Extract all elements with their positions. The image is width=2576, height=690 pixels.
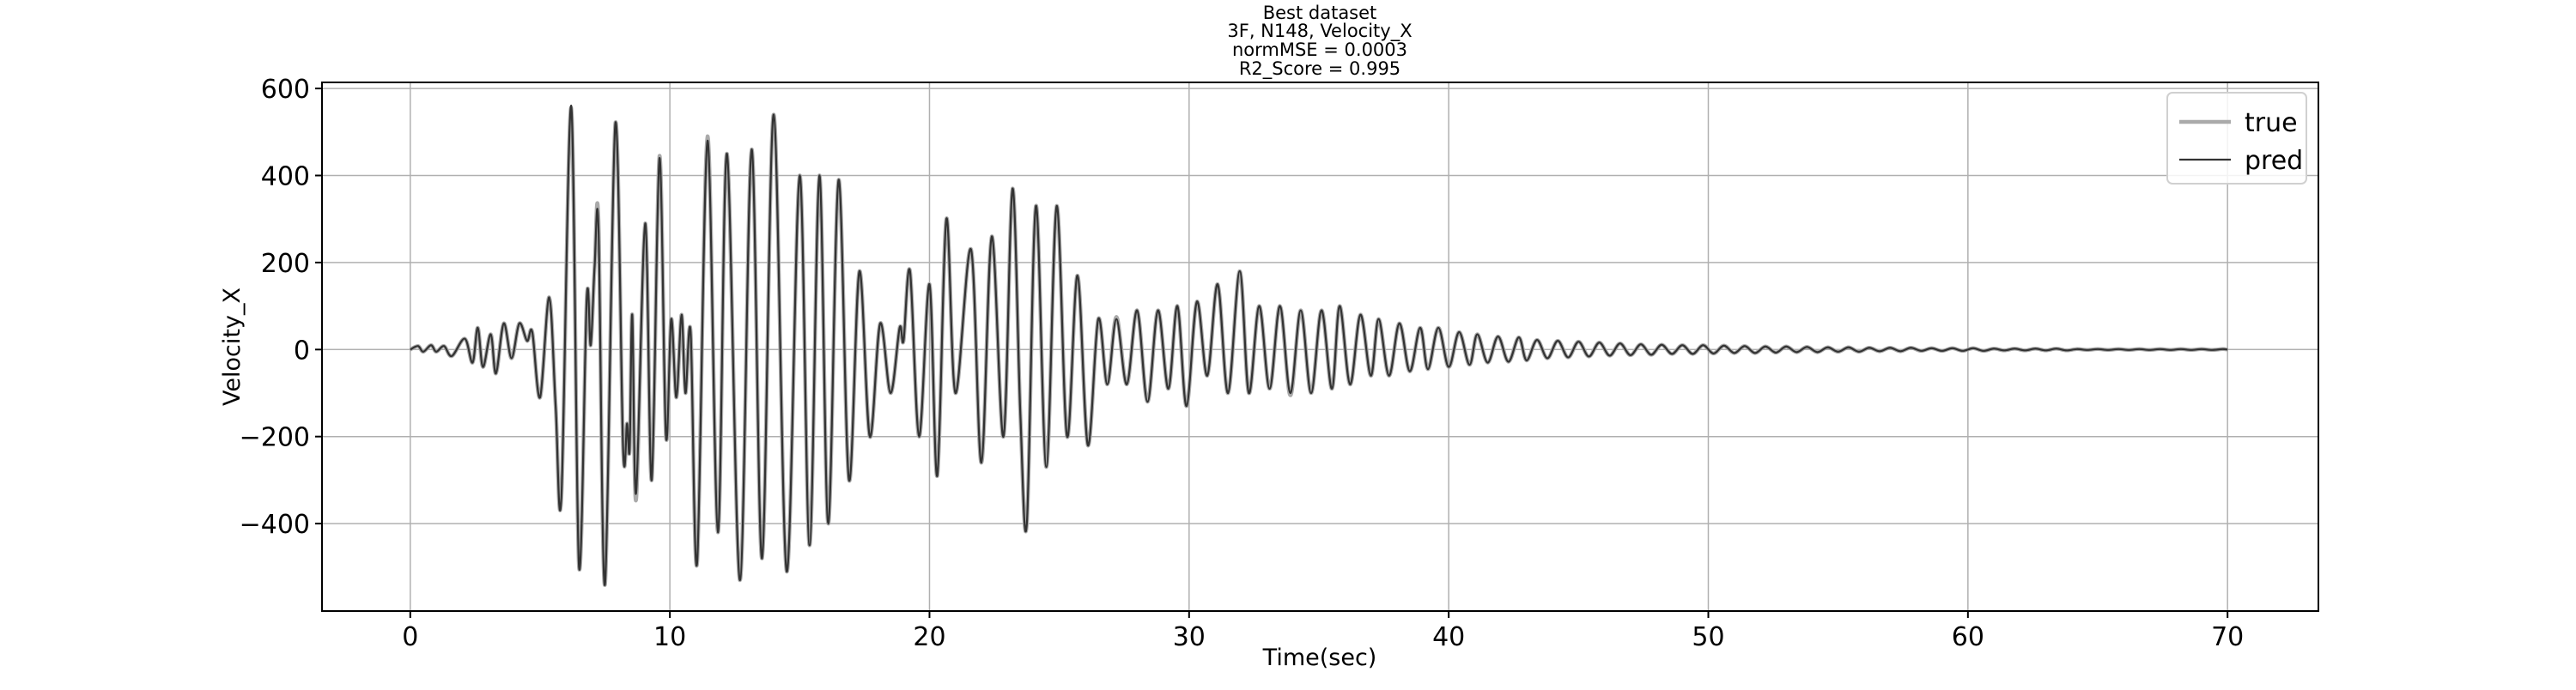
x-tick-label: 0 <box>402 622 418 652</box>
chart-subtitle: normMSE = 0.0003 <box>1232 39 1407 60</box>
lines <box>409 105 2228 587</box>
chart-subtitle: R2_Score = 0.995 <box>1239 58 1400 80</box>
legend-box <box>2166 92 2307 185</box>
x-tick-label: 30 <box>1173 622 1206 652</box>
series-line <box>410 105 2228 586</box>
y-tick-label: 600 <box>261 75 310 105</box>
x-axis-label: Time(sec) <box>1262 645 1377 671</box>
plot-frame <box>321 82 2319 612</box>
legend-label: pred <box>2245 146 2303 176</box>
y-axis-label: Velocity_X <box>219 288 246 406</box>
x-tick-label: 70 <box>2211 622 2244 652</box>
y-tick-label: 400 <box>261 161 310 191</box>
y-tick-label: 0 <box>294 336 310 366</box>
y-tick-label: −200 <box>240 423 310 453</box>
legend-label: true <box>2245 108 2298 138</box>
chart-title: Best dataset <box>1263 3 1377 23</box>
legend: true pred <box>2166 92 2307 185</box>
ticks: 0 10 20 30 40 50 60 70 −400 −200 0 200 400 600 <box>240 75 2245 652</box>
x-tick-label: 60 <box>1952 622 1984 652</box>
x-tick-label: 50 <box>1692 622 1724 652</box>
y-tick-label: −400 <box>240 510 310 540</box>
x-tick-label: 40 <box>1432 622 1465 652</box>
chart-subtitle: 3F, N148, Velocity_X <box>1227 21 1412 42</box>
x-tick-label: 10 <box>653 622 686 652</box>
x-tick-label: 20 <box>913 622 945 652</box>
y-tick-label: 200 <box>261 249 310 279</box>
